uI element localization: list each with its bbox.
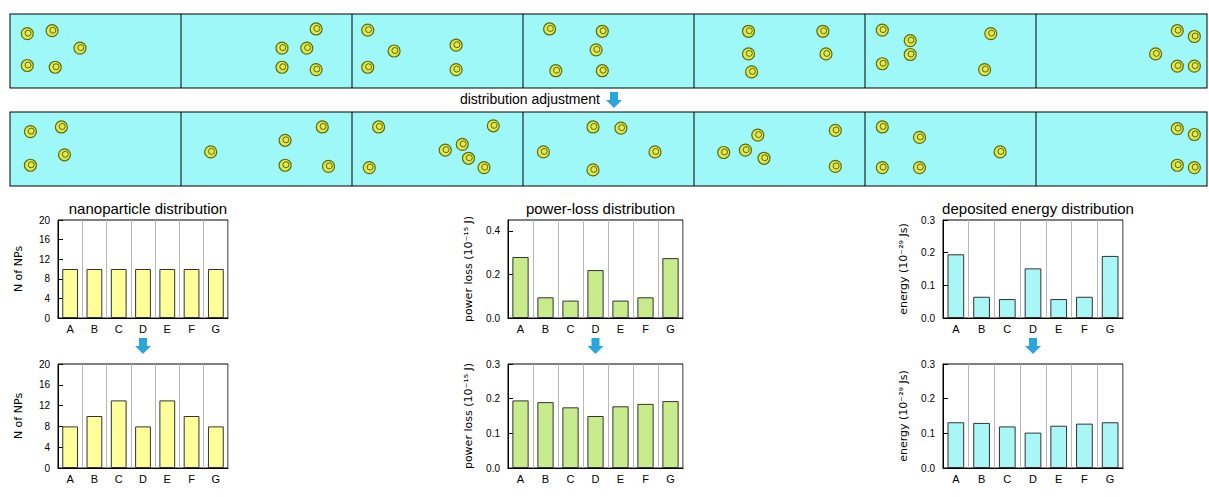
- svg-text:G: G: [1106, 473, 1115, 485]
- svg-text:20: 20: [39, 215, 51, 226]
- svg-text:D: D: [1029, 323, 1037, 335]
- svg-text:D: D: [592, 323, 600, 335]
- svg-text:A: A: [952, 473, 960, 485]
- svg-text:8: 8: [44, 273, 50, 284]
- svg-text:A: A: [66, 473, 74, 485]
- svg-text:B: B: [978, 473, 985, 485]
- svg-text:0: 0: [44, 313, 50, 324]
- svg-text:0.2: 0.2: [921, 393, 935, 404]
- svg-text:nanoparticle distribution: nanoparticle distribution: [69, 200, 227, 217]
- svg-text:0.1: 0.1: [921, 280, 935, 291]
- svg-text:A: A: [66, 323, 74, 335]
- svg-text:deposited energy distribution: deposited energy distribution: [942, 200, 1134, 217]
- svg-text:G: G: [666, 323, 675, 335]
- svg-text:C: C: [1003, 473, 1011, 485]
- svg-text:E: E: [1055, 323, 1062, 335]
- svg-text:12: 12: [39, 400, 51, 411]
- svg-text:4: 4: [44, 293, 50, 304]
- svg-text:0.0: 0.0: [486, 463, 500, 474]
- svg-text:B: B: [91, 323, 98, 335]
- svg-text:B: B: [978, 323, 985, 335]
- svg-text:G: G: [212, 473, 221, 485]
- svg-text:N of NPs: N of NPs: [12, 393, 25, 439]
- svg-text:0.3: 0.3: [921, 215, 935, 226]
- svg-text:16: 16: [39, 234, 51, 245]
- svg-text:E: E: [1055, 473, 1062, 485]
- svg-text:0.2: 0.2: [486, 269, 500, 280]
- svg-text:0.0: 0.0: [486, 313, 500, 324]
- svg-text:power loss (10⁻¹⁵ J): power loss (10⁻¹⁵ J): [462, 216, 475, 322]
- svg-text:0.3: 0.3: [486, 359, 500, 370]
- svg-text:A: A: [517, 323, 525, 335]
- svg-text:F: F: [188, 323, 195, 335]
- svg-text:energy (10⁻²⁹ Js): energy (10⁻²⁹ Js): [897, 370, 910, 462]
- svg-text:F: F: [188, 473, 195, 485]
- svg-text:D: D: [139, 473, 147, 485]
- svg-text:power-loss distribution: power-loss distribution: [526, 200, 675, 217]
- svg-text:F: F: [642, 323, 649, 335]
- svg-text:C: C: [115, 473, 123, 485]
- svg-text:G: G: [1106, 323, 1115, 335]
- svg-text:0.1: 0.1: [921, 428, 935, 439]
- svg-text:power loss (10⁻¹⁵ J): power loss (10⁻¹⁵ J): [462, 363, 475, 469]
- svg-text:0.0: 0.0: [921, 313, 935, 324]
- svg-text:G: G: [212, 323, 221, 335]
- svg-text:0: 0: [44, 463, 50, 474]
- svg-text:A: A: [952, 323, 960, 335]
- svg-text:16: 16: [39, 379, 51, 390]
- svg-text:C: C: [567, 323, 575, 335]
- svg-text:0.0: 0.0: [921, 463, 935, 474]
- svg-text:G: G: [666, 473, 675, 485]
- svg-text:0.1: 0.1: [486, 428, 500, 439]
- svg-text:0.4: 0.4: [486, 225, 500, 236]
- svg-text:0.2: 0.2: [921, 247, 935, 258]
- svg-text:E: E: [164, 473, 171, 485]
- svg-text:4: 4: [44, 442, 50, 453]
- svg-text:distribution adjustment: distribution adjustment: [460, 91, 600, 107]
- svg-text:N of NPs: N of NPs: [12, 246, 25, 292]
- svg-text:C: C: [1003, 323, 1011, 335]
- svg-text:F: F: [1081, 473, 1088, 485]
- svg-text:B: B: [542, 473, 549, 485]
- svg-text:F: F: [1081, 323, 1088, 335]
- svg-text:energy (10⁻²⁹ Js): energy (10⁻²⁹ Js): [897, 223, 910, 315]
- svg-text:8: 8: [44, 421, 50, 432]
- svg-text:E: E: [164, 323, 171, 335]
- svg-text:F: F: [642, 473, 649, 485]
- svg-text:D: D: [139, 323, 147, 335]
- svg-text:D: D: [592, 473, 600, 485]
- svg-text:C: C: [115, 323, 123, 335]
- svg-text:0.3: 0.3: [921, 359, 935, 370]
- svg-text:B: B: [91, 473, 98, 485]
- svg-text:E: E: [617, 473, 624, 485]
- svg-text:20: 20: [39, 359, 51, 370]
- svg-text:B: B: [542, 323, 549, 335]
- svg-text:D: D: [1029, 473, 1037, 485]
- svg-text:E: E: [617, 323, 624, 335]
- svg-text:12: 12: [39, 254, 51, 265]
- svg-text:A: A: [517, 473, 525, 485]
- svg-text:C: C: [567, 473, 575, 485]
- svg-text:0.2: 0.2: [486, 393, 500, 404]
